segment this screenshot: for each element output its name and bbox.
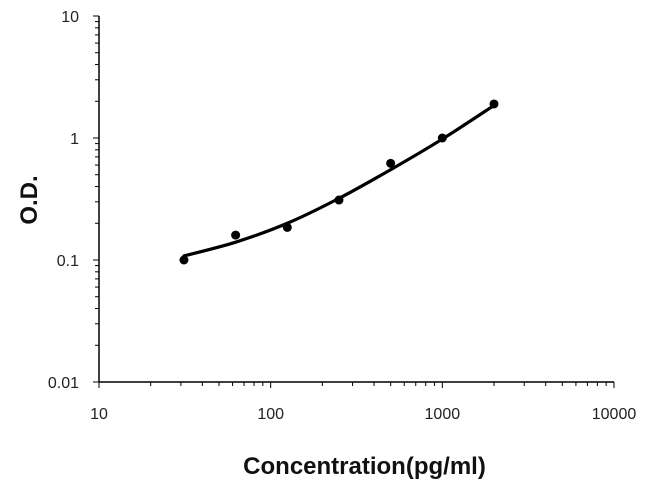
fit-curve [182,103,496,258]
data-point [282,222,292,232]
x-tick-label: 100 [257,406,284,423]
axis-ticks [93,15,615,388]
x-axis-title: Concentration(pg/ml) [243,453,486,480]
data-point [231,230,241,240]
x-tick-labels: 10 100 1000 10000 [90,406,636,423]
data-point [386,158,396,168]
y-tick-label: 1 [70,131,79,148]
x-tick-label: 10000 [592,406,637,423]
data-point [437,133,447,143]
y-tick-label: 0.1 [57,253,79,270]
data-point [489,99,499,109]
x-tick-label: 10 [90,406,108,423]
data-point [179,255,189,265]
data-points [179,99,499,265]
y-tick-labels: 0.01 0.1 1 10 [48,9,79,392]
y-tick-label: 10 [61,9,79,26]
x-tick-label: 1000 [425,406,461,423]
y-tick-label: 0.01 [48,375,79,392]
data-point [334,195,344,205]
y-axis-title: O.D. [16,175,43,224]
